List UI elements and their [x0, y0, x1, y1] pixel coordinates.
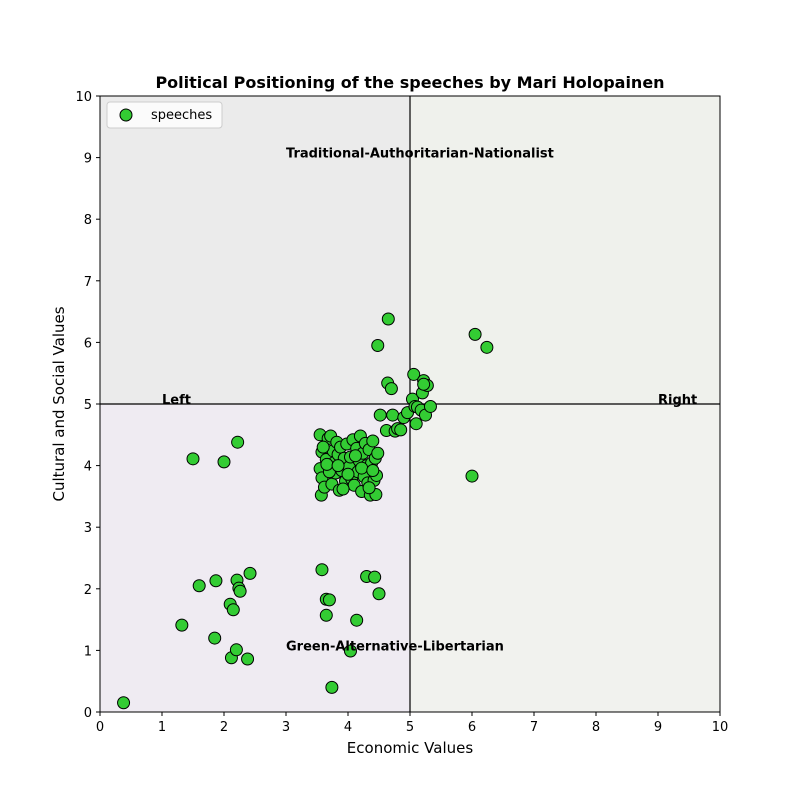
data-point: [336, 482, 350, 496]
x-tick-label: 1: [158, 720, 166, 735]
x-tick-label: 3: [282, 720, 290, 735]
data-point: [350, 613, 364, 627]
data-point: [319, 608, 333, 622]
data-point: [241, 652, 255, 666]
data-point: [322, 593, 336, 607]
data-point: [355, 461, 369, 475]
x-tick-label: 4: [344, 720, 352, 735]
data-point: [381, 312, 395, 326]
data-point: [362, 481, 376, 495]
data-point: [348, 449, 362, 463]
data-point: [192, 579, 206, 593]
y-tick-label: 3: [84, 521, 92, 536]
data-point: [316, 440, 330, 454]
legend-box: [106, 101, 223, 129]
y-tick-label: 4: [84, 460, 92, 475]
y-tick-label: 8: [84, 213, 92, 228]
data-point: [366, 434, 380, 448]
y-tick-label: 9: [84, 152, 92, 167]
x-tick-label: 7: [530, 720, 538, 735]
legend: speeches: [106, 101, 223, 129]
data-point: [320, 457, 334, 471]
y-axis-ticks: 0 1 2 3 4 5 6 7 8 9 10: [75, 90, 100, 721]
x-tick-label: 8: [592, 720, 600, 735]
x-tick-label: 2: [220, 720, 228, 735]
data-point: [423, 399, 437, 413]
x-tick-label: 10: [712, 720, 729, 735]
y-tick-label: 0: [84, 706, 92, 721]
data-point: [368, 570, 382, 584]
y-tick-label: 7: [84, 275, 92, 290]
quadrant-annotations: Traditional-Authoritarian-Nationalist Gre…: [162, 147, 697, 655]
y-tick-label: 5: [84, 398, 92, 413]
data-point: [343, 644, 357, 658]
data-point: [229, 643, 243, 657]
quadrant-top-right: [410, 96, 720, 404]
quadrant-annotation: Right: [658, 393, 697, 408]
data-point: [175, 618, 189, 632]
quadrant-annotation: Traditional-Authoritarian-Nationalist: [286, 147, 554, 162]
y-tick-label: 10: [75, 90, 92, 105]
data-point: [373, 408, 387, 422]
y-tick-label: 6: [84, 336, 92, 351]
quadrant-annotation: Green-Alternative-Libertarian: [286, 639, 504, 654]
data-point: [468, 327, 482, 341]
data-point: [407, 367, 421, 381]
data-point: [341, 467, 355, 481]
quadrant-top-left: [100, 96, 410, 404]
quadrant-annotation: Left: [162, 393, 191, 408]
data-point: [384, 382, 398, 396]
x-tick-label: 6: [468, 720, 476, 735]
data-point: [208, 631, 222, 645]
data-point: [371, 446, 385, 460]
data-point: [217, 455, 231, 469]
data-points: [117, 312, 494, 710]
data-point: [226, 603, 240, 617]
y-tick-label: 1: [84, 644, 92, 659]
data-point: [233, 584, 247, 598]
chart-title: Political Positioning of the speeches by…: [155, 73, 664, 92]
x-tick-label: 5: [406, 720, 414, 735]
data-point: [231, 435, 245, 449]
quadrant-bottom-right: [410, 404, 720, 712]
data-point: [386, 408, 400, 422]
data-point: [480, 340, 494, 354]
quadrant-backgrounds: [100, 96, 720, 712]
y-tick-label: 2: [84, 583, 92, 598]
data-point: [417, 377, 431, 391]
x-tick-label: 9: [654, 720, 662, 735]
data-point: [186, 452, 200, 466]
x-axis-ticks: 0 1 2 3 4 5 6 7 8 9 10: [96, 712, 728, 735]
data-point: [117, 696, 131, 710]
data-point: [325, 680, 339, 694]
legend-marker: [119, 108, 133, 122]
data-point: [243, 566, 257, 580]
data-point: [366, 464, 380, 478]
y-axis-label: Cultural and Social Values: [50, 306, 68, 501]
data-point: [331, 459, 345, 473]
data-point: [209, 574, 223, 588]
legend-label: speeches: [151, 108, 212, 123]
data-point: [372, 587, 386, 601]
data-point: [394, 423, 408, 437]
x-tick-label: 0: [96, 720, 104, 735]
data-point: [465, 469, 479, 483]
x-axis-label: Economic Values: [347, 739, 474, 757]
data-point: [315, 563, 329, 577]
data-point: [409, 417, 423, 431]
data-point: [371, 338, 385, 352]
